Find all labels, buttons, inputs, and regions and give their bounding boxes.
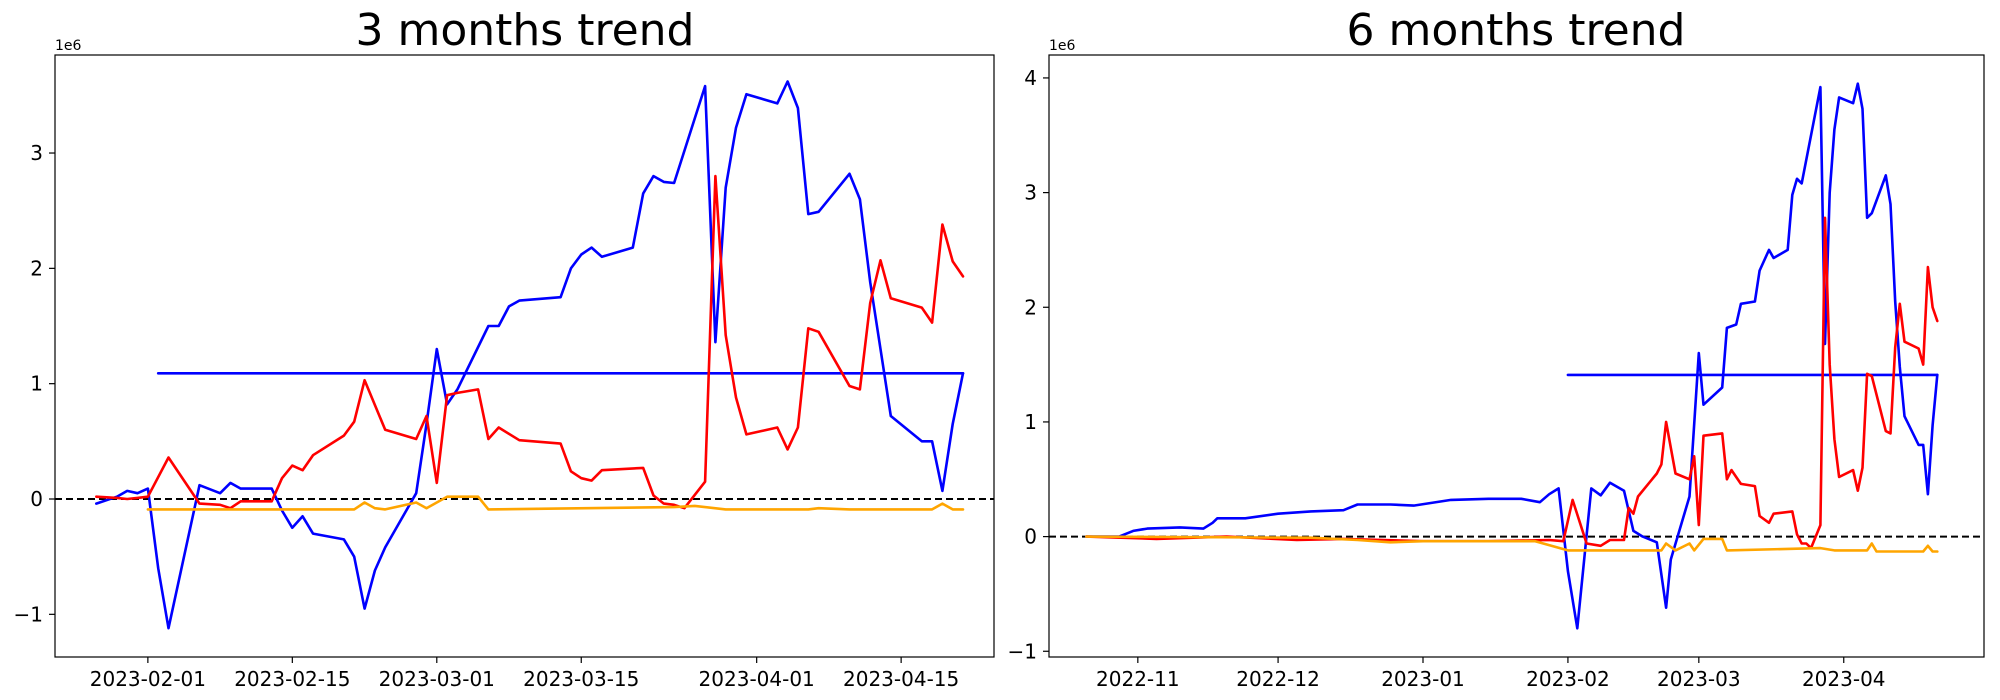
x-tick-label: 2023-04 xyxy=(1802,667,1886,691)
y-tick-label: 0 xyxy=(1024,525,1037,549)
x-tick-label: 2023-02 xyxy=(1526,667,1610,691)
y-offset-text: 1e6 xyxy=(55,38,82,54)
series-line-3 xyxy=(146,495,965,511)
x-tick-label: 2023-04-01 xyxy=(699,667,815,691)
series-group xyxy=(1085,82,1939,630)
y-tick-label: 3 xyxy=(1024,181,1037,205)
y-tick-label: 2 xyxy=(30,256,43,280)
y-offset-text: 1e6 xyxy=(1049,38,1076,54)
plot-area: −1 0 1 2 3 4 2022-11 2022-12 2023-01 2023-02 2023-… xyxy=(1008,54,1985,691)
y-tick-label: 4 xyxy=(1024,66,1037,90)
chart-title: 3 months trend xyxy=(356,5,695,56)
x-tick-label: 2023-02-01 xyxy=(90,667,206,691)
x-tick-label: 2022-12 xyxy=(1236,667,1320,691)
series-line-0 xyxy=(95,80,965,630)
chart-title: 6 months trend xyxy=(1347,5,1686,56)
chart-6-months: 6 months trend 1e6 −1 0 1 2 3 4 2022-11 2022-12… xyxy=(1008,5,1985,691)
axes-frame xyxy=(54,54,995,658)
y-tick-label: 0 xyxy=(30,487,43,511)
x-tick-label: 2023-03 xyxy=(1657,667,1741,691)
series-group xyxy=(95,80,965,630)
series-line-2 xyxy=(1085,216,1939,550)
y-tick-label: −1 xyxy=(14,602,43,626)
x-tick-label: 2023-01 xyxy=(1381,667,1465,691)
y-tick-label: 2 xyxy=(1024,295,1037,319)
axes-frame xyxy=(1048,54,1985,658)
series-line-3 xyxy=(1085,535,1939,553)
x-tick-label: 2023-03-01 xyxy=(379,667,495,691)
y-tick-label: −1 xyxy=(1008,639,1037,663)
x-tick-label: 2023-03-15 xyxy=(523,667,639,691)
plot-area: −1 0 1 2 3 2023-02-01 2023-02-15 2023-03-01 2023… xyxy=(14,54,995,691)
y-tick-label: 1 xyxy=(30,372,43,396)
y-tick-label: 3 xyxy=(30,141,43,165)
x-tick-label: 2023-02-15 xyxy=(234,667,350,691)
series-line-0 xyxy=(1085,82,1939,630)
chart-3-months: 3 months trend 1e6 −1 0 1 2 3 2023-02-01 2023-… xyxy=(14,5,995,691)
x-tick-label: 2023-04-15 xyxy=(843,667,959,691)
y-tick-label: 1 xyxy=(1024,410,1037,434)
x-tick-label: 2022-11 xyxy=(1096,667,1180,691)
series-line-2 xyxy=(95,174,965,510)
